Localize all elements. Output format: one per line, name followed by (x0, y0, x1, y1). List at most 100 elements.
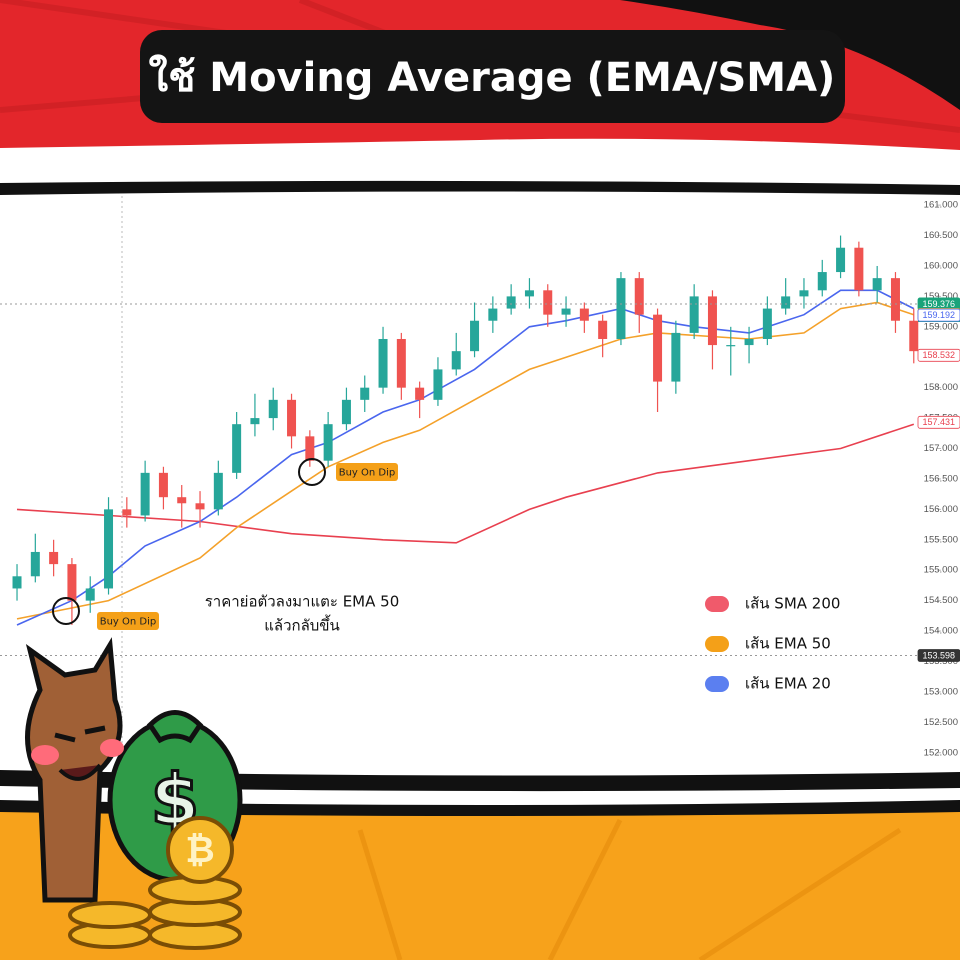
svg-text:₿: ₿ (185, 830, 214, 871)
y-tick-label: 158.000 (924, 382, 958, 393)
candle-body (799, 290, 809, 297)
candle-body (85, 588, 95, 601)
y-tick-label: 155.000 (924, 565, 958, 576)
chart-title: ใช้ Moving Average (EMA/SMA) (149, 54, 836, 101)
candle-body (323, 424, 333, 461)
mascot: $ ₿ (25, 637, 243, 950)
price-tag (917, 649, 960, 662)
legend-label: เส้น EMA 50 (745, 635, 831, 653)
candle-body (598, 320, 608, 339)
candle-body (250, 418, 260, 425)
y-tick-label: 156.500 (924, 473, 958, 484)
candle-body (470, 320, 480, 352)
dip-circle (298, 458, 326, 486)
candle-body (104, 509, 114, 589)
price-tag (917, 415, 960, 429)
plot-area: 152.000152.500153.000153.500154.000154.5… (0, 196, 960, 771)
candle-body (195, 503, 205, 510)
candle-body (12, 576, 22, 589)
y-tick-label: 154.000 (924, 626, 958, 637)
y-tick-label: 160.500 (924, 230, 958, 241)
legend-swatch (705, 676, 729, 692)
candle-body (49, 551, 59, 565)
candle-body (524, 290, 534, 297)
y-tick-label: 161.000 (924, 200, 958, 211)
candle-body (30, 551, 40, 577)
ma-line (16, 301, 915, 620)
candle-body (543, 290, 553, 315)
candle-body (653, 314, 663, 382)
candle-body (762, 308, 772, 339)
price-tag-label: 158.532 (922, 350, 955, 360)
annotation-box (336, 463, 398, 481)
price-tag-label: 159.192 (922, 310, 955, 320)
price-tag-label: 159.376 (922, 299, 955, 309)
candle-body (671, 332, 681, 382)
callout-text: ราคาย่อตัวลงมาแตะ EMA 50 (205, 593, 400, 611)
candle-body (561, 308, 571, 315)
candle-body (177, 497, 187, 504)
candle-body (836, 247, 846, 273)
candle-body (67, 564, 77, 601)
y-tick-label: 152.000 (924, 747, 958, 758)
y-tick-label: 159.500 (924, 291, 958, 302)
y-tick-label: 156.000 (924, 504, 958, 515)
y-tick-label: 160.000 (924, 260, 958, 271)
price-tag (917, 348, 960, 362)
legend-swatch (705, 636, 729, 652)
candle-body (122, 509, 132, 516)
annotation-label: Buy On Dip (339, 468, 396, 479)
y-tick-label: 159.000 (924, 321, 958, 332)
candle-body (707, 296, 717, 346)
price-tag-label: 157.431 (922, 417, 955, 427)
top-border (0, 180, 960, 195)
candle-body (781, 296, 791, 309)
candle-body (506, 296, 516, 309)
bottom-orange (0, 812, 960, 960)
dip-circle (52, 597, 80, 625)
y-tick-label: 154.500 (924, 595, 958, 606)
y-tick-label: 157.000 (924, 443, 958, 454)
ma-line (16, 423, 915, 544)
candle-body (415, 387, 425, 400)
candle-body (689, 296, 699, 333)
title-box (140, 30, 845, 123)
candle-body (488, 308, 498, 321)
candle-body (268, 399, 278, 419)
candle-body (232, 424, 242, 473)
candle-body (287, 399, 297, 437)
candle-body (872, 278, 882, 291)
candle-body (158, 472, 168, 498)
candle-body (579, 308, 589, 321)
candle-body (616, 278, 626, 339)
annotation-label: Buy On Dip (100, 617, 157, 628)
candle-body (140, 472, 150, 516)
banner-corner (620, 0, 960, 110)
bottom-rays (357, 818, 902, 960)
candle-body (634, 278, 644, 315)
ma-line (16, 289, 915, 626)
annotation-box (97, 612, 159, 630)
candle-body (378, 338, 388, 388)
candle-body (396, 338, 406, 388)
legend-label: เส้น SMA 200 (745, 595, 840, 613)
y-tick-label: 152.500 (924, 717, 958, 728)
candle-body (909, 320, 919, 352)
y-tick-label: 155.500 (924, 534, 958, 545)
legend-label: เส้น EMA 20 (745, 675, 831, 693)
callout-text: แล้วกลับขึ้น (264, 615, 340, 635)
candle-body (854, 247, 864, 291)
candle-body (744, 338, 754, 346)
candle-body (341, 399, 351, 425)
candle-body (451, 351, 461, 370)
candle-body (817, 272, 827, 291)
candle-body (433, 369, 443, 400)
candle-body (890, 278, 900, 321)
price-tag-label: 153.598 (922, 650, 955, 660)
candle-body (213, 472, 223, 510)
legend-swatch (705, 596, 729, 612)
candle-body (305, 436, 315, 461)
y-tick-label: 153.000 (924, 686, 958, 697)
